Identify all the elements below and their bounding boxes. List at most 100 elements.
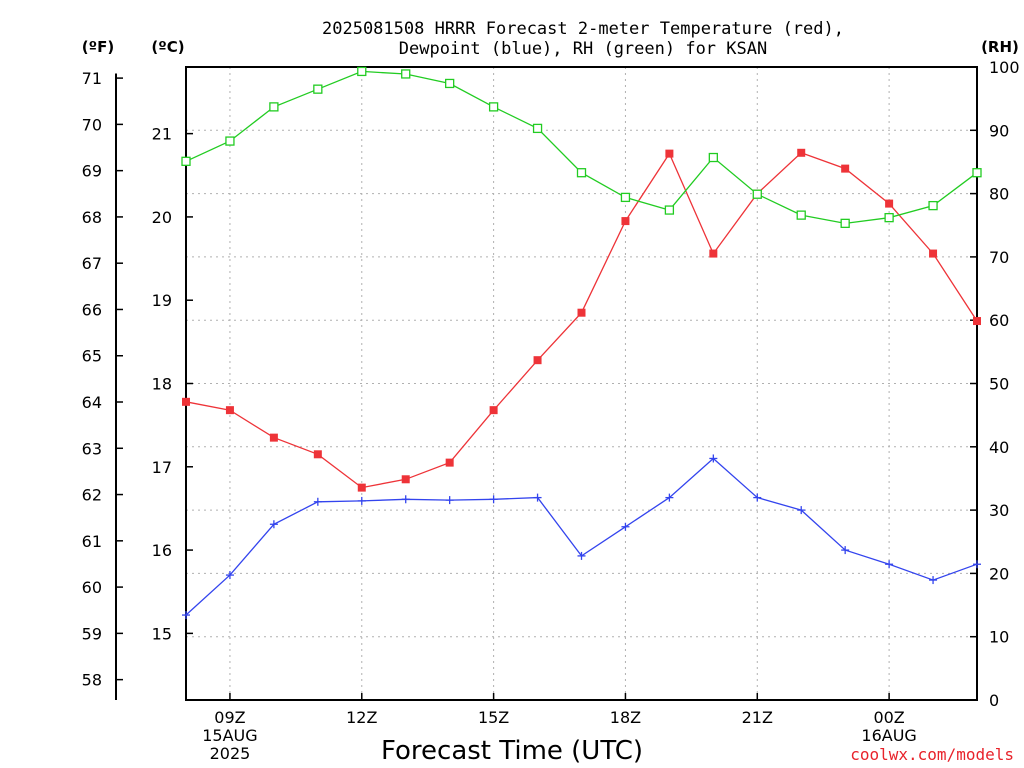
celsius-tick-label: 21 (152, 125, 172, 144)
temperature-point (269, 433, 278, 442)
rh-point (884, 213, 894, 223)
x-tick-label: 18Z (610, 708, 641, 727)
dewpoint-point (445, 496, 454, 505)
temperature-point (577, 308, 586, 317)
temperature-point (621, 217, 630, 226)
temperature-point (313, 450, 322, 459)
temperature-point (357, 483, 366, 492)
dewpoint-point (929, 576, 938, 585)
x-tick-label: 16AUG (861, 726, 916, 745)
fahrenheit-tick-label: 62 (82, 486, 102, 505)
grid-lines (186, 67, 977, 700)
rh-point (928, 200, 938, 211)
dewpoint-point (269, 520, 278, 529)
rh-point (225, 136, 235, 146)
dewpoint-point (225, 571, 234, 580)
fahrenheit-tick-label: 64 (82, 393, 102, 412)
x-axis-title: Forecast Time (UTC) (381, 736, 643, 766)
x-tick-label: 15Z (478, 708, 509, 727)
rh-tick-label: 100 (989, 58, 1020, 77)
temperature-point (973, 317, 981, 326)
dewpoint-point (489, 495, 498, 504)
data-series (181, 66, 982, 620)
x-tick-label: 21Z (742, 708, 773, 727)
rh-tick-label: 70 (989, 248, 1009, 267)
fahrenheit-tick-label: 58 (82, 671, 102, 690)
rh-point (181, 156, 191, 166)
credit-link[interactable]: coolwx.com/models (850, 745, 1014, 764)
temperature-point (709, 249, 718, 258)
temperature-point (225, 406, 234, 415)
rh-point (796, 210, 806, 220)
rh-line (185, 70, 978, 225)
celsius-tick-label: 15 (152, 624, 172, 643)
rh-point (357, 66, 367, 77)
x-tick-label: 2025 (210, 744, 251, 763)
dewpoint-point (665, 493, 674, 502)
fahrenheit-tick-label: 69 (82, 162, 102, 181)
rh-tick-label: 90 (989, 121, 1009, 140)
fahrenheit-tick-label: 63 (82, 439, 102, 458)
fahrenheit-tick-label: 59 (82, 624, 102, 643)
temperature-point (182, 397, 190, 406)
rh-tick-label: 20 (989, 564, 1009, 583)
temperature-point (533, 356, 542, 365)
dewpoint-point (973, 560, 981, 569)
rh-point (488, 102, 499, 112)
dewpoint-point (182, 611, 190, 620)
dewpoint-point (313, 497, 322, 506)
dewpoint-point (885, 560, 894, 569)
rh-point (401, 69, 411, 79)
temperature-point (489, 406, 498, 415)
rh-point (269, 102, 279, 112)
celsius-tick-label: 17 (152, 458, 172, 477)
rh-tick-label: 30 (989, 501, 1009, 520)
fahrenheit-tick-label: 67 (82, 254, 102, 273)
dewpoint-point (401, 495, 410, 504)
tick-labels: 58 59 60 61 62 63 64 65 66 67 68 69 70 71 15 16 17 18 19 20… (82, 58, 1020, 763)
fahrenheit-tick-label: 65 (82, 347, 102, 366)
x-tick-label: 15AUG (202, 726, 257, 745)
dewpoint-point (533, 493, 542, 502)
rh-point (972, 168, 982, 178)
rh-point (532, 123, 543, 134)
rh-tick-label: 0 (989, 691, 999, 710)
dewpoint-point (709, 454, 718, 463)
rh-point (752, 189, 762, 199)
fahrenheit-tick-label: 71 (82, 69, 102, 88)
rh-tick-label: 50 (989, 375, 1009, 394)
rh-point (620, 192, 631, 203)
x-tick-label: 09Z (214, 708, 245, 727)
chart-title-line-1: 2025081508 HRRR Forecast 2-meter Tempera… (322, 19, 844, 39)
rh-tick-label: 60 (989, 311, 1009, 330)
celsius-tick-label: 19 (152, 291, 172, 310)
dewpoint-point (841, 546, 850, 555)
dewpoint-point (357, 496, 366, 505)
fahrenheit-tick-label: 68 (82, 208, 102, 227)
rh-tick-label: 80 (989, 185, 1009, 204)
celsius-tick-label: 16 (152, 541, 172, 560)
temperature-point (401, 475, 410, 484)
x-tick-label: 00Z (873, 708, 904, 727)
temperature-point (665, 149, 674, 158)
celsius-unit-label: (ºC) (151, 38, 184, 56)
fahrenheit-tick-label: 61 (82, 532, 102, 551)
rh-unit-label: (RH) (981, 38, 1019, 56)
rh-tick-label: 10 (989, 628, 1009, 647)
temperature-point (885, 199, 894, 208)
rh-point (664, 205, 675, 215)
dewpoint-line (185, 457, 978, 616)
celsius-tick-label: 18 (152, 375, 172, 394)
chart-title-line-2: Dewpoint (blue), RH (green) for KSAN (399, 39, 767, 59)
temperature-point (797, 148, 806, 157)
dewpoint-point (797, 506, 806, 515)
rh-point (445, 78, 455, 89)
rh-point (840, 218, 850, 229)
celsius-tick-label: 20 (152, 208, 172, 227)
temperature-point (929, 249, 938, 258)
temperature-point (445, 458, 454, 467)
axes (115, 66, 978, 701)
fahrenheit-tick-label: 60 (82, 578, 102, 597)
rh-tick-label: 40 (989, 438, 1009, 457)
